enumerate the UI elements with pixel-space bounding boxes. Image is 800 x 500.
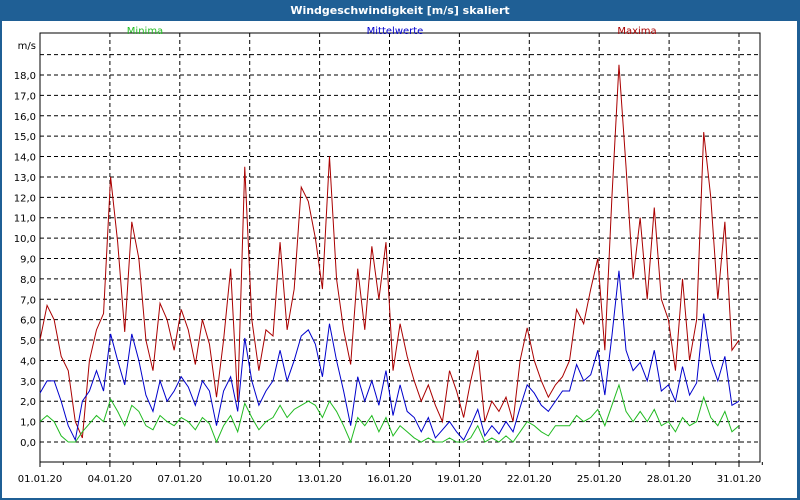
y-tick-label: 5,0	[20, 336, 36, 347]
x-tick-label: 19.01.20	[437, 474, 482, 485]
series-mittelwerte	[39, 270, 740, 442]
plot-frame	[39, 32, 761, 463]
legend-maxima: Maxima	[617, 26, 656, 37]
y-tick-label: 3,0	[20, 377, 36, 388]
y-tick-label: 0,0	[20, 438, 36, 449]
y-tick-label: 9,0	[20, 255, 36, 266]
y-tick-label: 2,0	[20, 397, 36, 408]
data-series	[39, 64, 740, 444]
series-maxima	[39, 64, 740, 439]
series-minima	[39, 383, 740, 444]
x-tick-label: 01.01.20	[18, 474, 63, 485]
y-axis-unit: m/s	[18, 41, 36, 52]
y-tick-label: 15,0	[14, 132, 36, 143]
x-tick-label: 04.01.20	[88, 474, 133, 485]
legend: Minima Mittelwerte Maxima	[127, 26, 657, 37]
grid-lines	[40, 33, 760, 462]
y-tick-label: 14,0	[14, 153, 36, 164]
x-tick-label: 10.01.20	[227, 474, 272, 485]
y-tick-label: 6,0	[20, 316, 36, 327]
y-tick-label: 4,0	[20, 356, 36, 367]
y-tick-label: 18,0	[14, 71, 36, 82]
x-tick-label: 13.01.20	[297, 474, 342, 485]
y-tick-label: 11,0	[14, 214, 36, 225]
y-tick-label: 8,0	[20, 275, 36, 286]
y-tick-label: 16,0	[14, 112, 36, 123]
x-tick-label: 16.01.20	[367, 474, 412, 485]
x-tick-label: 07.01.20	[158, 474, 203, 485]
y-tick-label: 13,0	[14, 173, 36, 184]
x-tick-label: 25.01.20	[577, 474, 622, 485]
window-title: Windgeschwindigkeit [m/s] skaliert	[0, 0, 800, 21]
legend-mittelwerte: Mittelwerte	[367, 26, 424, 37]
y-tick-label: 1,0	[20, 418, 36, 429]
y-tick-label: 12,0	[14, 193, 36, 204]
y-tick-label: 17,0	[14, 91, 36, 102]
x-tick-label: 22.01.20	[507, 474, 552, 485]
chart-panel	[2, 21, 797, 498]
y-tick-label: 10,0	[14, 234, 36, 245]
legend-minima: Minima	[127, 26, 163, 37]
axes: 01.01.20 04.01.20 07.01.20 10.01.20 13.01.20…	[14, 32, 763, 485]
y-tick-label: 7,0	[20, 295, 36, 306]
x-tick-label: 28.01.20	[647, 474, 692, 485]
x-tick-label: 31.01.20	[717, 474, 762, 485]
